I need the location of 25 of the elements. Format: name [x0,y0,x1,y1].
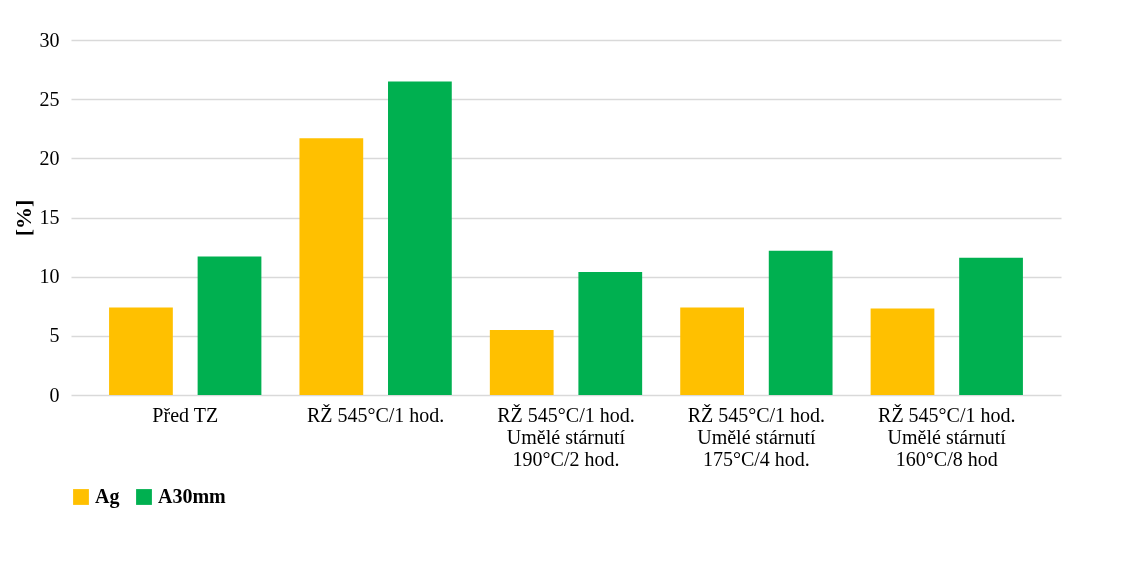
y-tick-label: 20 [39,146,60,169]
bar [489,329,554,395]
legend-label: Ag [95,485,120,508]
y-tick-label: 30 [39,28,60,51]
x-tick-label: Před TZ [152,403,219,426]
bar [109,307,173,395]
bar [578,271,643,395]
y-tick-label: 5 [49,324,60,347]
x-tick-label: RŽ 545°C/1 hod. Umělé stárnutí 175°C/4 hod. [687,403,826,470]
x-tick-label: RŽ 545°C/1 hod. [306,403,445,426]
bar [959,257,1023,395]
legend-label: A30mm [158,485,227,507]
y-tick-label: 25 [39,87,60,110]
bar [197,256,262,395]
bar [870,308,935,395]
x-tick-label: RŽ 545°C/1 hod. Umělé stárnutí 160°C/8 hod [878,403,1016,470]
y-axis-title: [%] [10,199,36,237]
y-tick-label: 0 [49,383,60,406]
bar [388,81,452,395]
y-tick-label: 15 [39,206,60,228]
y-tick-label: 10 [39,265,60,288]
bar [299,138,364,395]
bar [680,307,744,395]
bar [768,250,833,395]
x-tick-label: RŽ 545°C/1 hod. Umělé stárnutí 190°C/2 hod. [497,403,635,470]
